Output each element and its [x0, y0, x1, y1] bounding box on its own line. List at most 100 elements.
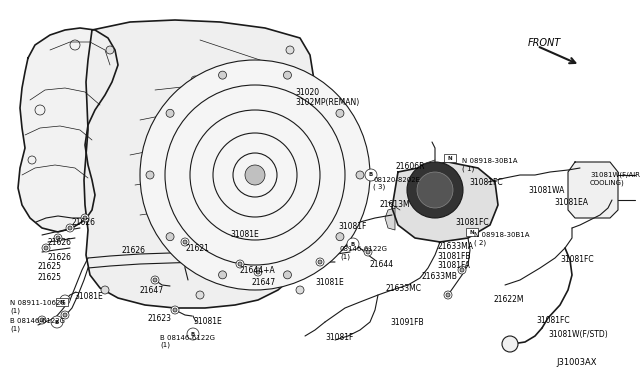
- Text: FRONT: FRONT: [528, 38, 561, 48]
- Text: 21626: 21626: [47, 253, 71, 262]
- Text: N 08918-30B1A
( 1): N 08918-30B1A ( 1): [462, 158, 518, 171]
- Circle shape: [173, 308, 177, 312]
- Text: 31081E: 31081E: [74, 292, 103, 301]
- Circle shape: [417, 172, 453, 208]
- Text: 31081E: 31081E: [315, 278, 344, 287]
- Text: 31081W(F/AIR
COOLING): 31081W(F/AIR COOLING): [590, 172, 640, 186]
- Text: 08120-8202E
( 3): 08120-8202E ( 3): [373, 177, 420, 190]
- Circle shape: [444, 291, 452, 299]
- Text: 21633MB: 21633MB: [421, 272, 457, 281]
- Text: N 08918-30B1A
( 2): N 08918-30B1A ( 2): [474, 232, 529, 246]
- Circle shape: [191, 76, 199, 84]
- Circle shape: [256, 270, 260, 274]
- Circle shape: [366, 250, 370, 254]
- Circle shape: [218, 271, 227, 279]
- Text: 31081WA: 31081WA: [528, 186, 564, 195]
- Text: 21625: 21625: [38, 273, 62, 282]
- Circle shape: [106, 46, 114, 54]
- Text: J31003AX: J31003AX: [556, 358, 596, 367]
- Text: 21644+A: 21644+A: [240, 266, 276, 275]
- Text: 31081W(F/STD): 31081W(F/STD): [548, 330, 608, 339]
- Circle shape: [187, 328, 199, 340]
- Text: B 08146-6122G
(1): B 08146-6122G (1): [160, 335, 215, 349]
- Text: 21633MA: 21633MA: [437, 242, 473, 251]
- Circle shape: [316, 258, 324, 266]
- Circle shape: [254, 268, 262, 276]
- Text: B: B: [369, 173, 373, 177]
- Circle shape: [68, 226, 72, 230]
- Circle shape: [458, 266, 466, 274]
- Text: 31081FC: 31081FC: [469, 178, 502, 187]
- Circle shape: [286, 161, 294, 169]
- Text: 21647: 21647: [140, 286, 164, 295]
- Circle shape: [66, 224, 74, 232]
- Text: 21626: 21626: [72, 218, 96, 227]
- Text: 31081FB: 31081FB: [437, 252, 470, 261]
- Circle shape: [56, 236, 60, 240]
- Text: 21613M: 21613M: [380, 200, 411, 209]
- Circle shape: [51, 316, 63, 328]
- Text: 21621: 21621: [185, 244, 209, 253]
- Text: 21647: 21647: [252, 278, 276, 287]
- Circle shape: [238, 262, 242, 266]
- Circle shape: [44, 246, 48, 250]
- Text: 31081EA: 31081EA: [554, 198, 588, 207]
- Text: 31081FC: 31081FC: [560, 255, 594, 264]
- Text: 21626: 21626: [47, 238, 71, 247]
- Circle shape: [83, 216, 87, 220]
- Circle shape: [166, 109, 174, 117]
- Text: 31081FA: 31081FA: [437, 261, 470, 270]
- FancyBboxPatch shape: [466, 228, 478, 236]
- Text: N: N: [470, 230, 474, 234]
- Text: N 08911-1062G
(1): N 08911-1062G (1): [10, 300, 66, 314]
- Circle shape: [347, 238, 359, 250]
- Text: 21633MC: 21633MC: [385, 284, 421, 293]
- Circle shape: [296, 286, 304, 294]
- Text: B: B: [351, 241, 355, 247]
- Circle shape: [42, 244, 50, 252]
- Circle shape: [166, 233, 174, 241]
- Circle shape: [101, 286, 109, 294]
- Text: N: N: [448, 155, 452, 160]
- Polygon shape: [392, 162, 498, 242]
- Text: 31081E: 31081E: [193, 317, 221, 326]
- Text: B: B: [55, 320, 59, 324]
- Circle shape: [364, 248, 372, 256]
- Polygon shape: [385, 208, 395, 230]
- Text: 21625: 21625: [38, 262, 62, 271]
- Polygon shape: [568, 162, 618, 218]
- Text: 31081F: 31081F: [325, 333, 353, 342]
- FancyBboxPatch shape: [56, 298, 68, 306]
- Circle shape: [218, 71, 227, 79]
- Circle shape: [153, 278, 157, 282]
- Circle shape: [284, 71, 291, 79]
- Text: B: B: [191, 331, 195, 337]
- Text: N: N: [60, 299, 64, 305]
- Text: 21606R: 21606R: [396, 162, 425, 171]
- Circle shape: [63, 313, 67, 317]
- Circle shape: [356, 171, 364, 179]
- Circle shape: [40, 318, 44, 322]
- Circle shape: [286, 46, 294, 54]
- Circle shape: [236, 260, 244, 268]
- Circle shape: [60, 295, 70, 305]
- Text: B 08146-6122G
(1): B 08146-6122G (1): [10, 318, 65, 331]
- Circle shape: [38, 316, 46, 324]
- Circle shape: [54, 234, 62, 242]
- Text: 31081FC: 31081FC: [536, 316, 570, 325]
- Text: 21622M: 21622M: [493, 295, 524, 304]
- Polygon shape: [84, 20, 314, 308]
- Circle shape: [81, 214, 89, 222]
- Text: 31091FB: 31091FB: [390, 318, 424, 327]
- Circle shape: [61, 311, 69, 319]
- Circle shape: [245, 165, 265, 185]
- Text: 31081FC: 31081FC: [455, 218, 488, 227]
- Circle shape: [146, 171, 154, 179]
- Circle shape: [407, 162, 463, 218]
- Text: 21644: 21644: [370, 260, 394, 269]
- Circle shape: [502, 336, 518, 352]
- Circle shape: [181, 238, 189, 246]
- Text: 21623: 21623: [148, 314, 172, 323]
- Circle shape: [336, 109, 344, 117]
- Text: 31081E: 31081E: [230, 230, 259, 239]
